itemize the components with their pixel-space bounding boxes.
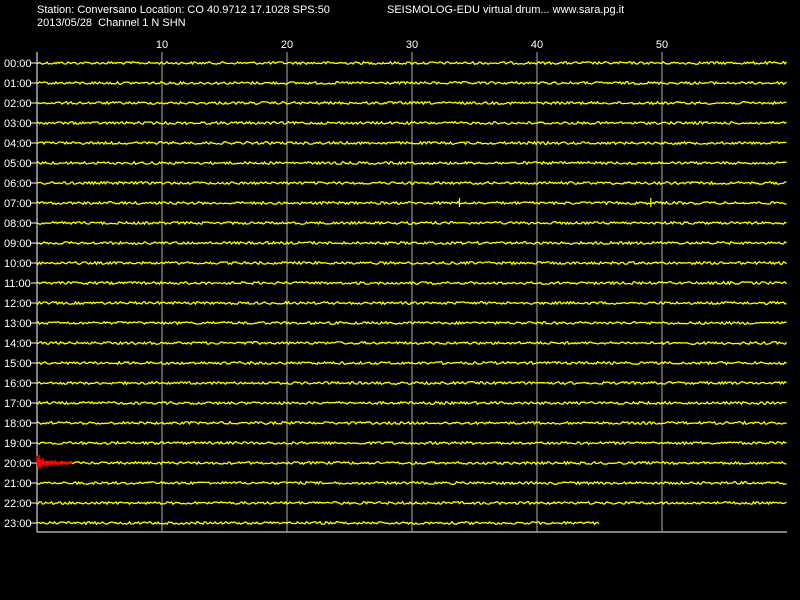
trace-line	[36, 520, 600, 526]
trace-line	[36, 180, 787, 186]
date-channel-info: 2013/05/28 Channel 1 N SHN	[37, 17, 186, 29]
row-time-label: 22:00	[4, 498, 32, 510]
x-tick-label: 40	[531, 39, 543, 51]
row-time-label: 19:00	[4, 438, 32, 450]
row-time-label: 05:00	[4, 158, 32, 170]
row-time-label: 11:00	[4, 278, 31, 290]
trace-line	[36, 360, 787, 366]
drum-title: SEISMOLOG-EDU virtual drum... www.sara.p…	[387, 4, 625, 16]
trace-line	[36, 480, 787, 486]
x-tick-label: 20	[281, 39, 293, 51]
row-time-label: 01:00	[4, 78, 32, 90]
x-tick-label: 10	[156, 39, 168, 51]
trace-line	[36, 100, 787, 106]
trace-line	[36, 220, 787, 226]
trace-line	[36, 60, 788, 66]
trace-line	[36, 260, 787, 266]
row-time-label: 23:00	[4, 518, 32, 530]
row-time-label: 16:00	[4, 378, 32, 390]
trace-line	[36, 340, 788, 346]
row-time-label: 03:00	[4, 118, 32, 130]
x-tick-label: 30	[406, 39, 418, 51]
trace-line	[37, 460, 787, 466]
row-time-label: 20:00	[4, 458, 32, 470]
row-time-label: 02:00	[4, 98, 32, 110]
trace-line	[36, 160, 787, 166]
row-time-label: 21:00	[4, 478, 32, 490]
row-time-label: 17:00	[4, 398, 32, 410]
trace-line	[36, 500, 787, 506]
trace-line	[36, 300, 787, 306]
trace-line	[36, 140, 787, 146]
row-time-label: 06:00	[4, 178, 32, 190]
row-time-label: 08:00	[4, 218, 32, 230]
row-time-label: 07:00	[4, 198, 32, 210]
station-info: Station: Conversano Location: CO 40.9712…	[37, 4, 330, 16]
trace-line	[36, 420, 787, 426]
row-time-label: 13:00	[4, 318, 32, 330]
trace-line	[36, 200, 787, 206]
row-time-label: 12:00	[4, 298, 32, 310]
row-time-label: 09:00	[4, 238, 32, 250]
trace-line	[36, 240, 787, 246]
event-trace	[36, 455, 73, 470]
trace-line	[36, 380, 787, 386]
trace-line	[36, 120, 787, 126]
trace-line	[36, 400, 787, 406]
trace-line	[36, 80, 787, 86]
row-time-label: 14:00	[4, 338, 32, 350]
row-time-label: 18:00	[4, 418, 32, 430]
trace-line	[36, 320, 787, 326]
x-tick-label: 50	[656, 39, 668, 51]
trace-line	[36, 280, 788, 286]
row-time-label: 10:00	[4, 258, 32, 270]
row-time-label: 15:00	[4, 358, 32, 370]
trace-line	[36, 440, 787, 446]
row-time-label: 04:00	[4, 138, 32, 150]
row-time-label: 00:00	[4, 58, 32, 70]
